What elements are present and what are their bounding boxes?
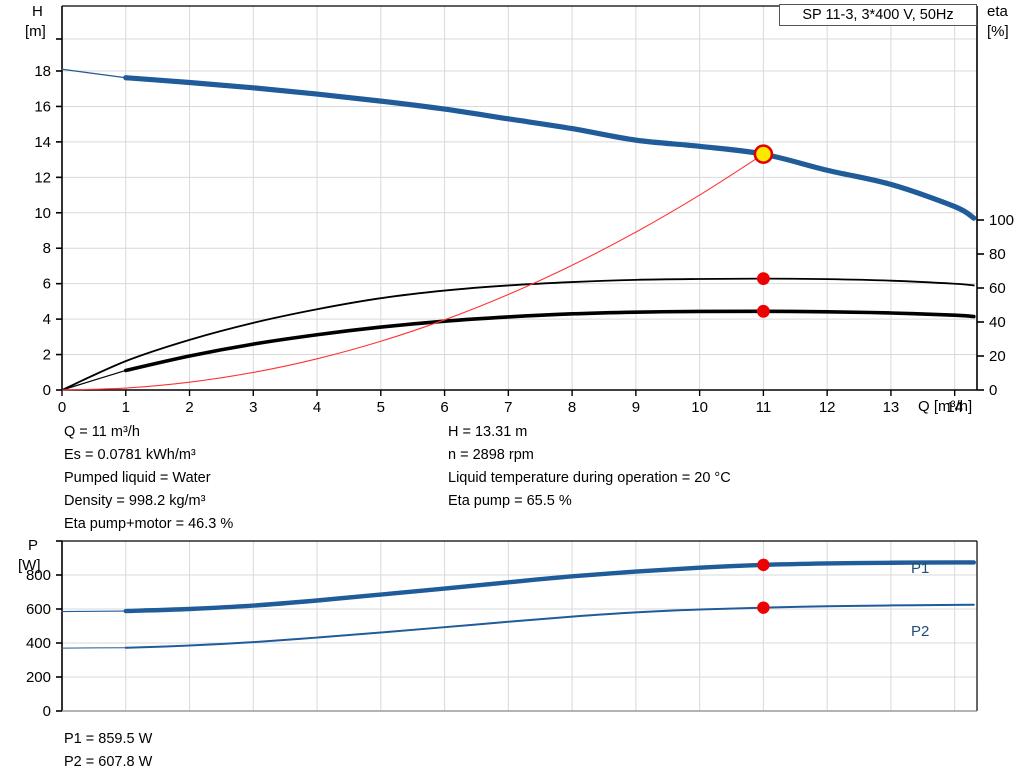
info-left-4: Eta pump+motor = 46.3 %: [64, 516, 234, 532]
head-x-tick-label: 6: [440, 399, 448, 416]
head-x-tick-label: 3: [249, 399, 257, 416]
head-y-tick-label: 6: [43, 276, 51, 293]
eta-tick-label: 80: [989, 246, 1006, 263]
head-x-tick-label: 2: [185, 399, 193, 416]
head-x-tick-label: 1: [122, 399, 130, 416]
head-axis-title-h: H: [32, 3, 43, 20]
power-axis-title-p: P: [28, 537, 39, 554]
head-x-tick-label: 4: [313, 399, 321, 416]
head-x-tick-label: 11: [756, 399, 772, 416]
eta-tick-label: 40: [989, 314, 1006, 331]
power-curve-p1: [123, 560, 977, 614]
power-curve-p2: [124, 603, 975, 649]
info-right-3: Eta pump = 65.5 %: [448, 493, 572, 509]
head-x-tick-label: 14: [946, 399, 963, 416]
info-right-2: Liquid temperature during operation = 20…: [448, 470, 731, 486]
power-y-tick-label: 200: [26, 669, 51, 686]
head-x-tick-label: 0: [58, 399, 66, 416]
head-x-tick-label: 13: [883, 399, 900, 416]
head-y-tick-label: 10: [34, 205, 51, 222]
power-y-tick-label: 0: [43, 703, 51, 720]
head-y-tick-label: 14: [34, 134, 51, 151]
power-info-0: P1 = 859.5 W: [64, 731, 153, 747]
info-left-1: Es = 0.0781 kWh/m³: [64, 447, 196, 463]
power-y-tick-label: 400: [26, 635, 51, 652]
eta-tick-label: 20: [989, 348, 1006, 365]
power-curve-label-p1: P1: [911, 560, 930, 577]
power-curve-label-p2: P2: [911, 623, 930, 640]
head-x-tick-label: 8: [568, 399, 576, 416]
eta-pump-point-marker[interactable]: [756, 272, 770, 286]
info-left-3: Density = 998.2 kg/m³: [64, 493, 206, 509]
head-y-tick-label: 16: [34, 98, 51, 115]
head-curve-leadin: [61, 68, 127, 79]
duty-system-curve: [61, 153, 764, 391]
info-right-1: n = 2898 rpm: [448, 447, 534, 463]
eta-tick-label: 60: [989, 280, 1006, 297]
eta-pump-motor-curve: [123, 309, 976, 373]
head-x-tick-label: 10: [691, 399, 708, 416]
duty-point-marker[interactable]: [753, 144, 774, 164]
head-axis-title-h-unit: [m]: [25, 23, 46, 40]
head-curve: [123, 75, 977, 221]
eta-axis-title: eta: [987, 3, 1008, 20]
eta-tick-label: 100: [989, 212, 1014, 229]
info-left-2: Pumped liquid = Water: [64, 470, 211, 486]
pump-model-title-box: SP 11-3, 3*400 V, 50Hz: [779, 4, 977, 26]
eta-pump-motor-curve-leadin: [61, 369, 127, 391]
info-left-0: Q = 11 m³/h: [64, 424, 140, 440]
head-axis-title-q: Q [m³/h]: [918, 398, 973, 415]
power-info-1: P2 = 607.8 W: [64, 754, 153, 770]
power-curve-p1-leadin: [61, 610, 127, 613]
info-right-0: H = 13.31 m: [448, 424, 528, 440]
head-x-tick-label: 12: [819, 399, 836, 416]
head-y-tick-label: 0: [43, 382, 51, 399]
power-axis-title-p-unit: [W]: [18, 557, 41, 574]
eta-tick-label: 0: [989, 382, 997, 399]
p2-point-marker[interactable]: [757, 601, 770, 614]
head-y-tick-label: 18: [34, 63, 51, 80]
eta-axis-title-unit: [%]: [987, 23, 1009, 40]
head-x-tick-label: 9: [632, 399, 640, 416]
eta-pump-curve: [61, 277, 975, 391]
eta-pump-motor-point-marker[interactable]: [756, 304, 770, 318]
p1-point-marker[interactable]: [757, 558, 770, 572]
power-y-tick-label: 600: [26, 601, 51, 618]
head-y-tick-label: 2: [43, 347, 51, 364]
head-x-tick-label: 5: [377, 399, 385, 416]
pump-model-label: SP 11-3, 3*400 V, 50Hz: [802, 7, 954, 23]
head-y-tick-label: 4: [43, 311, 51, 328]
head-y-tick-label: 12: [34, 169, 51, 186]
power-y-tick-label: 800: [26, 567, 51, 584]
head-y-tick-label: 8: [43, 240, 51, 257]
head-x-tick-label: 7: [504, 399, 512, 416]
